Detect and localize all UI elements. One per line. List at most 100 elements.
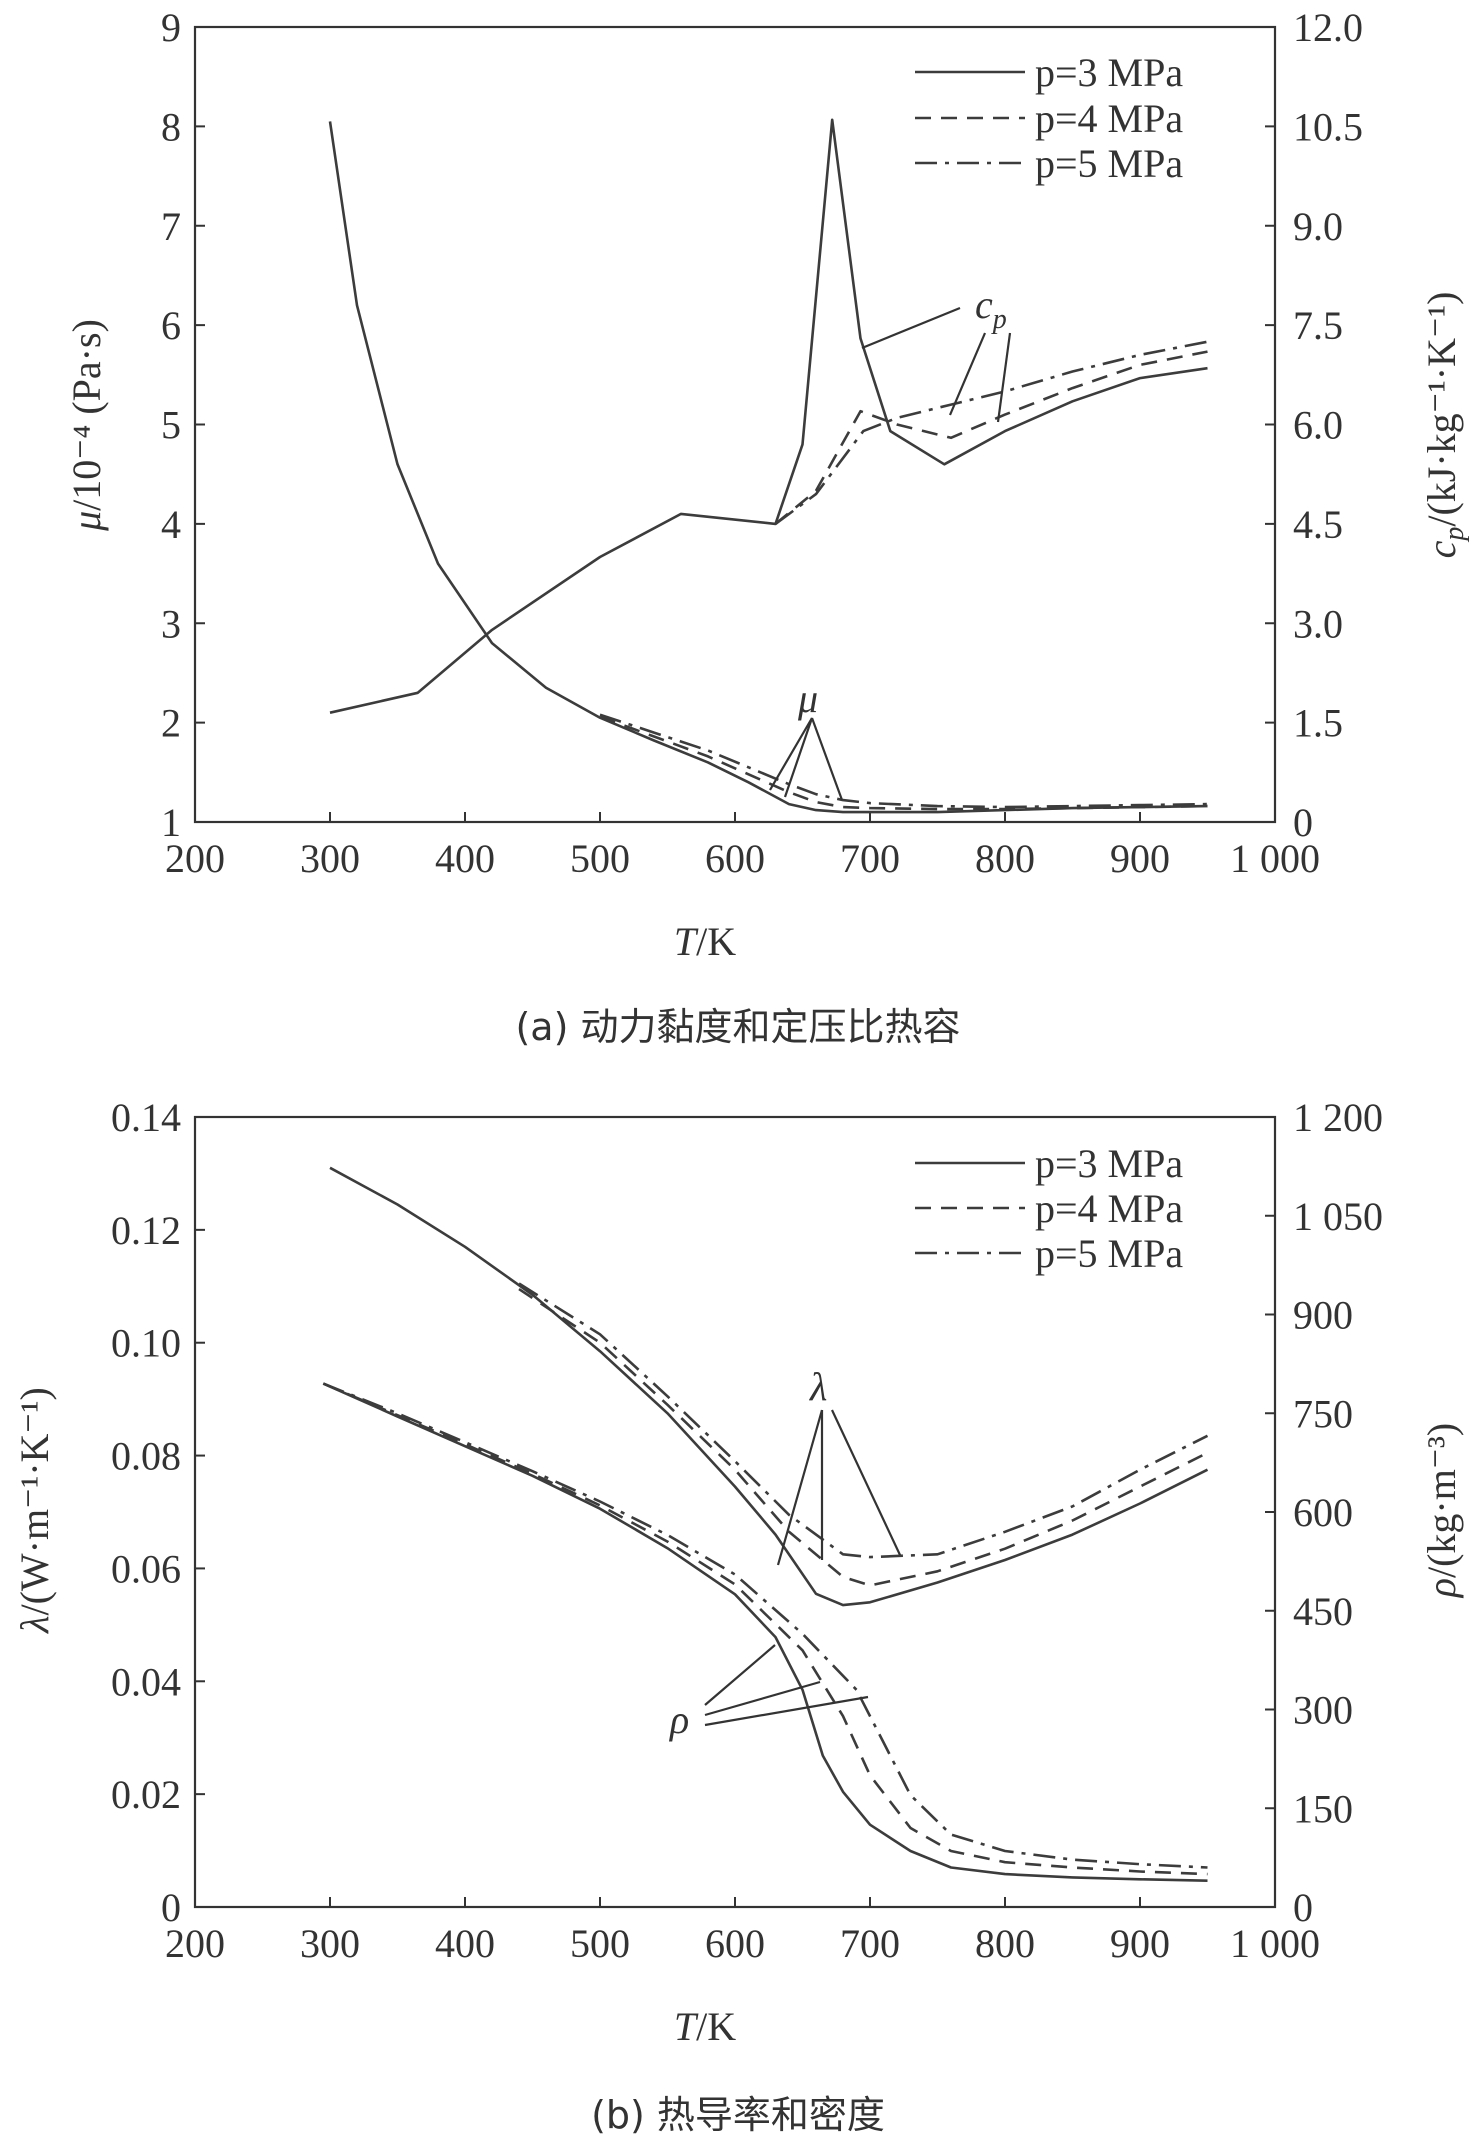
x-tick-label: 400: [435, 836, 495, 881]
leader-lambda-3: [831, 1409, 901, 1556]
y-right-tick-label: 7.5: [1293, 303, 1343, 348]
series-line-a-6: [774, 340, 1208, 525]
y-left-tick-label: 7: [161, 204, 181, 249]
x-tick-label: 500: [570, 1921, 630, 1966]
tick-group-b: 200 300 400 500 600 700 800 900 1 00000.020.040.…: [111, 1095, 1383, 1966]
legend-label-b-3: p=5 MPa: [1035, 1231, 1183, 1276]
x-tick-label: 600: [705, 1921, 765, 1966]
series-line-b-2: [518, 1288, 1209, 1587]
y-right-tick-label: 1.5: [1293, 701, 1343, 746]
legend-label-a-1: p=3 MPa: [1035, 50, 1183, 95]
leader-mu-3: [810, 717, 844, 801]
leader-cp-1: [861, 306, 961, 350]
x-axis-title-b: T/K: [674, 2004, 736, 2049]
annotation-mu: μ: [797, 676, 818, 721]
caption-a: (a) 动力黏度和定压比热容: [515, 1005, 960, 1049]
leader-rho-3: [704, 1695, 869, 1727]
series-line-a-1: [328, 121, 1208, 814]
y-right-tick-label: 6.0: [1293, 403, 1343, 448]
y-right-tick-label: 3.0: [1293, 601, 1343, 646]
leader-mu-1: [769, 717, 813, 791]
series-line-b-1: [329, 1166, 1209, 1607]
series-line-a-2: [599, 715, 1208, 811]
x-tick-label: 800: [975, 836, 1035, 881]
y-right-tick-label: 750: [1293, 1391, 1353, 1436]
series-line-a-3: [599, 713, 1208, 809]
y-right-tick-label: 600: [1293, 1490, 1353, 1535]
y-axis-title-right-b: ρ/(kg·m⁻³): [1419, 1423, 1464, 1600]
x-tick-label: 1 000: [1230, 836, 1320, 881]
x-tick-label: 300: [300, 836, 360, 881]
annotation-leaders-b: [704, 1409, 901, 1727]
legend-label-b-1: p=3 MPa: [1035, 1141, 1183, 1186]
y-left-tick-label: 0.14: [111, 1095, 181, 1140]
annotation-leaders-a: [769, 306, 1012, 801]
x-tick-label: 1 000: [1230, 1921, 1320, 1966]
x-tick-label: 900: [1110, 1921, 1170, 1966]
series-line-b-4: [322, 1382, 1208, 1882]
x-tick-label: 700: [840, 836, 900, 881]
leader-mu-2: [783, 717, 814, 798]
leader-cp-3: [996, 332, 1012, 423]
leader-cp-2: [948, 332, 987, 416]
y-left-tick-label: 8: [161, 104, 181, 149]
series-line-b-3: [518, 1282, 1209, 1559]
y-left-tick-label: 0.06: [111, 1546, 181, 1591]
x-tick-label: 200: [165, 1921, 225, 1966]
series-group-a: [328, 118, 1208, 814]
x-tick-label: 900: [1110, 836, 1170, 881]
y-right-tick-label: 4.5: [1293, 502, 1343, 547]
x-tick-label: 200: [165, 836, 225, 881]
annotation-rho: ρ: [668, 1697, 689, 1742]
y-right-tick-label: 0: [1293, 800, 1313, 845]
caption-b: (b) 热导率和密度: [591, 2093, 885, 2137]
tick-group-a: 200 300 400 500 600 700 800 900 1 000 1 2 3 4 5 6 7 8 9 0 1…: [161, 5, 1363, 881]
y-left-tick-label: 5: [161, 403, 181, 448]
series-line-a-4: [329, 118, 1208, 714]
y-left-tick-label: 0.02: [111, 1772, 181, 1817]
y-right-tick-label: 900: [1293, 1293, 1353, 1338]
y-right-tick-label: 0: [1293, 1885, 1313, 1930]
x-tick-label: 600: [705, 836, 765, 881]
annotation-cp: cp: [975, 282, 1007, 335]
y-right-tick-label: 300: [1293, 1688, 1353, 1733]
chart-panel-a: 200 300 400 500 600 700 800 900 1 000 1 2 3 4 5 6 7 8 9 0 1…: [64, 5, 1470, 1049]
series-line-a-5: [774, 350, 1208, 525]
x-tick-label: 800: [975, 1921, 1035, 1966]
y-right-tick-label: 450: [1293, 1589, 1353, 1634]
y-left-tick-label: 3: [161, 601, 181, 646]
legend-b: p=3 MPa p=4 MPa p=5 MPa: [915, 1141, 1183, 1276]
y-axis-title-left-a: μ/10⁻⁴ (Pa·s): [64, 319, 109, 532]
chart-panel-b: 200 300 400 500 600 700 800 900 1 00000.020.040.…: [12, 1095, 1464, 2137]
y-left-tick-label: 9: [161, 5, 181, 50]
y-left-tick-label: 0.08: [111, 1434, 181, 1479]
y-left-tick-label: 6: [161, 303, 181, 348]
y-right-tick-label: 150: [1293, 1786, 1353, 1831]
y-axis-title-left-b: λ/(W·m⁻¹·K⁻¹): [12, 1387, 57, 1634]
legend-label-a-3: p=5 MPa: [1035, 141, 1183, 186]
y-right-tick-label: 10.5: [1293, 104, 1363, 149]
legend-label-a-2: p=4 MPa: [1035, 96, 1183, 141]
y-left-tick-label: 4: [161, 502, 181, 547]
x-tick-label: 300: [300, 1921, 360, 1966]
annotation-lambda: λ: [809, 1364, 827, 1409]
x-axis-title-a: T/K: [674, 919, 736, 964]
leader-rho-1: [704, 1644, 776, 1706]
y-left-tick-label: 0: [161, 1885, 181, 1930]
y-left-tick-label: 2: [161, 701, 181, 746]
y-right-tick-label: 12.0: [1293, 5, 1363, 50]
series-line-b-5: [322, 1382, 1208, 1876]
x-tick-label: 500: [570, 836, 630, 881]
y-left-tick-label: 0.12: [111, 1208, 181, 1253]
x-tick-label: 400: [435, 1921, 495, 1966]
y-axis-title-right-a: cp/(kJ·kg⁻¹·K⁻¹): [1419, 292, 1470, 559]
legend-label-b-2: p=4 MPa: [1035, 1186, 1183, 1231]
series-line-b-6: [322, 1382, 1208, 1869]
y-left-tick-label: 1: [161, 800, 181, 845]
y-right-tick-label: 9.0: [1293, 204, 1343, 249]
series-group-b: [322, 1166, 1209, 1882]
y-right-tick-label: 1 200: [1293, 1095, 1383, 1140]
leader-lambda-1: [776, 1409, 824, 1566]
y-left-tick-label: 0.10: [111, 1321, 181, 1366]
